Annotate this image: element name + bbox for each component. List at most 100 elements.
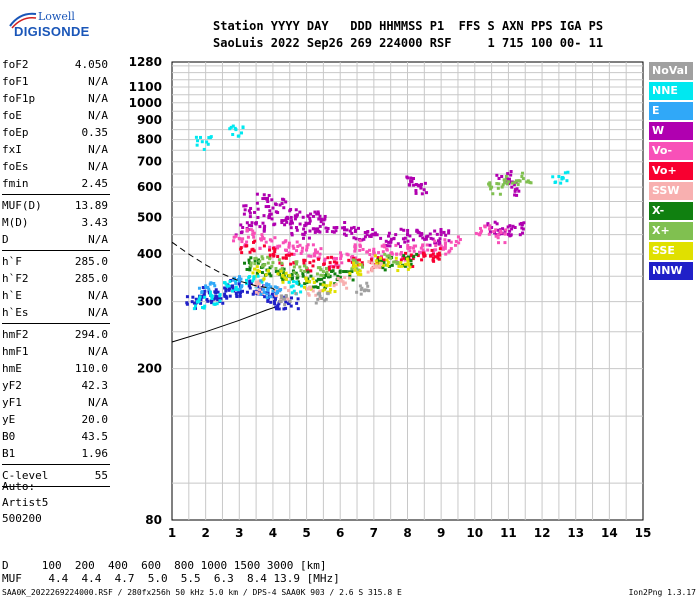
data-point-echo: [499, 231, 503, 235]
data-point-echo: [284, 293, 288, 297]
data-point-echo: [274, 305, 278, 309]
data-point-echo: [444, 233, 448, 237]
data-point-echo: [352, 261, 356, 265]
data-point-echo: [318, 289, 322, 293]
data-point-echo: [319, 220, 323, 224]
data-point-echo: [318, 297, 322, 301]
data-point-echo: [185, 302, 189, 306]
data-point-echo: [495, 173, 499, 177]
data-point-echo: [350, 270, 354, 274]
data-point-echo: [408, 265, 412, 269]
data-point-echo: [508, 229, 512, 233]
data-point-echo: [238, 294, 242, 298]
data-point: [352, 256, 356, 260]
data-point-echo: [248, 268, 252, 272]
data-point-echo: [254, 280, 258, 284]
param-value: 294.0: [74, 328, 108, 341]
data-point-echo: [275, 286, 279, 290]
data-point-echo: [474, 231, 478, 235]
data-point-echo: [311, 243, 315, 247]
data-point-echo: [420, 251, 424, 255]
data-point: [510, 185, 514, 189]
data-point-echo: [272, 295, 276, 299]
data-point: [399, 261, 403, 265]
data-point-echo: [415, 252, 419, 256]
data-point-echo: [361, 247, 365, 251]
data-point-echo: [566, 170, 570, 174]
param-row: hmF1 N/A: [2, 343, 112, 360]
data-point-echo: [315, 272, 319, 276]
data-point-echo: [428, 243, 432, 247]
data-point-echo: [355, 290, 359, 294]
data-point-echo: [518, 179, 522, 183]
data-point-echo: [314, 301, 318, 305]
data-point-echo: [525, 180, 529, 184]
data-point-echo: [252, 277, 256, 281]
data-point-echo: [319, 282, 323, 286]
data-point: [389, 256, 393, 260]
data-point-echo: [284, 306, 288, 310]
logo-swoosh-icon: [9, 12, 37, 29]
data-point-echo: [386, 264, 390, 268]
data-point-echo: [365, 250, 369, 254]
data-point: [291, 284, 295, 288]
param-name: yF1: [2, 396, 22, 409]
data-point-echo: [312, 280, 316, 284]
param-separator: [2, 464, 110, 465]
data-point-echo: [522, 221, 526, 225]
data-point-echo: [316, 266, 320, 270]
data-point-echo: [501, 183, 505, 187]
data-point-echo: [270, 264, 274, 268]
data-point-echo: [363, 288, 367, 292]
data-point-echo: [320, 277, 324, 281]
data-point-echo: [494, 234, 498, 238]
data-point-echo: [317, 256, 321, 260]
data-point-echo: [406, 260, 410, 264]
data-point-echo: [345, 228, 349, 232]
param-row: M(D) 3.43: [2, 214, 112, 231]
data-point-echo: [260, 271, 264, 275]
data-point-echo: [268, 272, 272, 276]
param-name: foEs: [2, 160, 29, 173]
data-point-echo: [294, 215, 298, 219]
data-point-echo: [252, 235, 256, 239]
data-point-echo: [295, 213, 299, 217]
data-point-echo: [285, 220, 289, 224]
param-row: h`F2 285.0: [2, 270, 112, 287]
data-point-echo: [393, 260, 397, 264]
data-point-echo: [251, 247, 255, 251]
param-row: B1 1.96: [2, 445, 112, 462]
data-point-echo: [296, 307, 300, 311]
data-point-echo: [236, 288, 240, 292]
data-point-echo: [370, 256, 374, 260]
data-point-echo: [431, 237, 435, 241]
data-point-echo: [206, 285, 210, 289]
data-point-echo: [228, 279, 232, 283]
data-point-echo: [325, 291, 329, 295]
data-point-echo: [228, 294, 232, 298]
data-point-echo: [406, 267, 410, 271]
data-point-echo: [300, 249, 304, 253]
data-point-echo: [348, 274, 352, 278]
data-point-echo: [412, 246, 416, 250]
data-point-echo: [253, 210, 257, 214]
data-point-echo: [428, 232, 432, 236]
data-point-echo: [259, 292, 263, 296]
data-point-echo: [192, 307, 196, 311]
data-point-echo: [411, 238, 415, 242]
data-point-echo: [336, 276, 340, 280]
param-row: hmE 110.0: [2, 360, 112, 377]
data-point-echo: [359, 273, 363, 277]
data-point-echo: [326, 227, 330, 231]
data-point-echo: [488, 230, 492, 234]
data-point-echo: [256, 215, 260, 219]
data-point-echo: [357, 272, 361, 276]
data-point-echo: [399, 227, 403, 231]
data-point-echo: [216, 295, 220, 299]
y-tick-label: 200: [137, 362, 162, 376]
data-point: [291, 244, 295, 248]
data-point-echo: [419, 182, 423, 186]
data-point-echo: [249, 206, 253, 210]
data-point: [449, 240, 453, 244]
x-tick-label: 1: [168, 526, 176, 540]
